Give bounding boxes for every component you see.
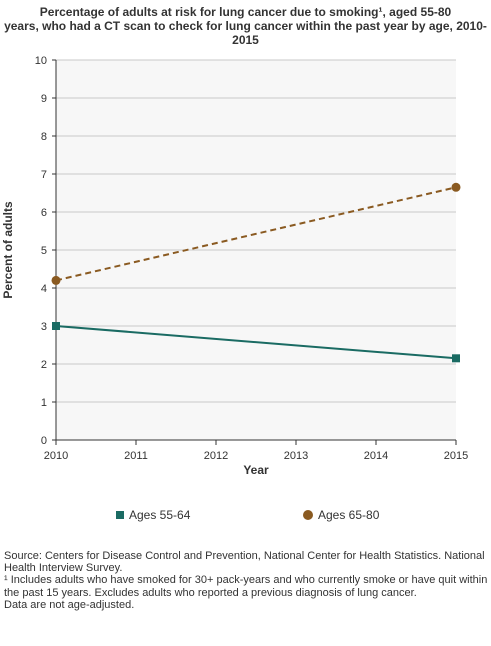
legend-item-ages-65-80[interactable]: Ages 65-80 — [303, 508, 379, 522]
y-tick-label: 6 — [41, 207, 47, 219]
y-tick-label: 10 — [35, 55, 47, 67]
series-line — [55, 325, 457, 360]
chart-title-line: 2015 — [232, 33, 259, 47]
x-tick-label: 2015 — [444, 450, 468, 462]
age-adjustment-note: Data are not age-adjusted. — [4, 598, 135, 611]
data-point — [51, 275, 61, 285]
y-tick-label: 1 — [41, 397, 47, 409]
y-tick-label: 3 — [41, 321, 47, 333]
chart-title: Percentage of adults at risk for lung ca… — [0, 5, 491, 47]
x-tick-label: 2010 — [44, 450, 68, 462]
legend: Ages 55-64 Ages 65-80 — [0, 508, 491, 526]
x-tick-label: 2012 — [204, 450, 228, 462]
legend-label: Ages 55-64 — [129, 508, 191, 522]
data-point — [52, 322, 60, 330]
line-chart: 0 1 2 3 4 5 6 7 8 9 10 2010 2011 2012 2013 2014 2015 Ye… — [1, 55, 468, 477]
legend-item-ages-55-64[interactable]: Ages 55-64 — [116, 508, 190, 522]
y-tick-label: 8 — [41, 131, 47, 143]
y-tick-label: 7 — [41, 169, 47, 181]
legend-square-marker-icon — [116, 511, 124, 519]
y-axis-label: Percent of adults — [1, 201, 15, 299]
y-tick-label: 0 — [41, 435, 47, 447]
x-tick-label: 2011 — [124, 450, 148, 462]
legend-label: Ages 65-80 — [318, 508, 380, 522]
data-point — [452, 354, 460, 363]
y-tick-label: 5 — [41, 245, 47, 257]
legend-circle-marker-icon — [303, 510, 313, 520]
y-ticks: 0 1 2 3 4 5 6 7 8 9 10 — [35, 55, 56, 447]
gridlines — [56, 59, 456, 403]
x-tick-label: 2013 — [284, 450, 308, 462]
footnotes: Source: Centers for Disease Control and … — [4, 550, 488, 611]
x-tick-label: 2014 — [364, 450, 388, 462]
chart-title-line: Percentage of adults at risk for lung ca… — [39, 5, 452, 19]
y-tick-label: 2 — [41, 359, 47, 371]
x-ticks: 2010 2011 2012 2013 2014 2015 — [44, 440, 468, 462]
x-axis-label: Year — [243, 463, 269, 477]
footnote-definition: ¹ Includes adults who have smoked for 30… — [4, 574, 488, 599]
source-note: Source: Centers for Disease Control and … — [4, 550, 485, 575]
chart-title-line: years, who had a CT scan to check for lu… — [4, 19, 487, 33]
series-group — [51, 182, 461, 363]
y-tick-label: 9 — [41, 93, 47, 105]
y-tick-label: 4 — [41, 283, 47, 295]
series-line — [55, 186, 457, 282]
data-point — [451, 182, 461, 192]
